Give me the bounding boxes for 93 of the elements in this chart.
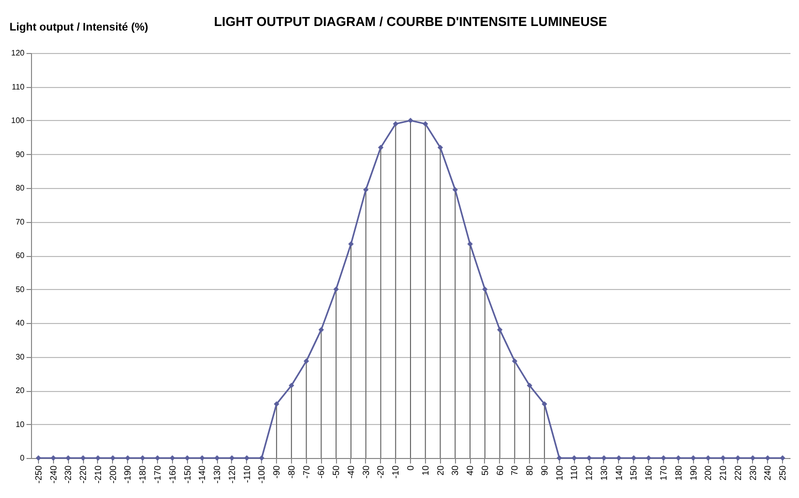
x-tick-label: 120 bbox=[584, 466, 594, 481]
x-tick-label: -150 bbox=[182, 466, 192, 484]
point bbox=[392, 121, 398, 127]
y-tick-label: 50 bbox=[16, 284, 26, 294]
x-tick-label: -130 bbox=[212, 466, 222, 484]
x-tick-label: -50 bbox=[331, 466, 342, 479]
point bbox=[154, 455, 160, 461]
point bbox=[408, 118, 414, 124]
x-tick-label: 250 bbox=[778, 466, 788, 481]
x-tick-label: 150 bbox=[628, 466, 639, 481]
x-tick-label: -180 bbox=[138, 466, 148, 484]
y-tick-label: 10 bbox=[16, 420, 26, 429]
point bbox=[422, 121, 428, 127]
x-tick-label: -210 bbox=[92, 466, 103, 484]
x-tick-label: 60 bbox=[494, 466, 505, 476]
x-tick-label: 80 bbox=[524, 466, 535, 476]
x-tick-label: 100 bbox=[554, 466, 564, 481]
point bbox=[542, 401, 548, 407]
x-tick-label: -190 bbox=[122, 466, 133, 484]
point bbox=[348, 241, 354, 247]
point bbox=[274, 401, 280, 407]
x-tick-label: -30 bbox=[360, 466, 371, 479]
x-tick-label: -90 bbox=[272, 466, 282, 479]
x-tick-label: -40 bbox=[346, 466, 356, 479]
point bbox=[318, 327, 324, 332]
point bbox=[378, 144, 384, 150]
x-tick-label: 230 bbox=[748, 466, 758, 481]
x-tick-label: 220 bbox=[732, 466, 743, 481]
x-tick-label: -70 bbox=[301, 466, 312, 479]
x-tick-label: 40 bbox=[465, 466, 476, 476]
x-tick-label: 140 bbox=[614, 466, 624, 481]
point bbox=[720, 455, 726, 461]
x-tick-label: 20 bbox=[435, 466, 446, 476]
x-tick-label: 30 bbox=[450, 466, 460, 476]
x-tick-label: 10 bbox=[420, 466, 430, 476]
y-tick-label: 70 bbox=[16, 217, 26, 226]
point bbox=[304, 358, 310, 364]
x-tick-label: 130 bbox=[598, 466, 609, 481]
x-tick-label: 160 bbox=[644, 466, 654, 481]
point bbox=[467, 241, 473, 247]
x-tick-label: 190 bbox=[688, 466, 698, 481]
x-tick-label: 180 bbox=[673, 466, 684, 481]
x-tick-label: -20 bbox=[376, 466, 386, 479]
y-tick-label: 60 bbox=[16, 251, 26, 260]
point bbox=[438, 144, 444, 150]
point bbox=[601, 455, 607, 461]
y-tick-label: 120 bbox=[11, 48, 26, 58]
x-tick-label: -60 bbox=[316, 466, 326, 479]
point bbox=[780, 455, 786, 461]
point bbox=[526, 382, 532, 388]
x-tick-label: -200 bbox=[108, 466, 118, 484]
point bbox=[497, 327, 503, 332]
x-tick-label: -120 bbox=[226, 466, 237, 484]
chart-title: LIGHT OUTPUT DIAGRAM / COURBE D'INTENSITE LUMINEUSE bbox=[214, 14, 608, 29]
x-tick-label: 240 bbox=[762, 466, 773, 481]
x-tick-label: -250 bbox=[33, 466, 44, 484]
point bbox=[452, 186, 458, 192]
x-tick-label: -100 bbox=[256, 466, 267, 484]
x-tick-label: 0 bbox=[406, 466, 416, 471]
point bbox=[660, 455, 666, 461]
x-tick-label: -80 bbox=[286, 466, 296, 479]
y-tick-label: 110 bbox=[12, 82, 26, 92]
y-tick-label: 100 bbox=[11, 116, 26, 125]
point bbox=[288, 382, 294, 388]
point bbox=[482, 286, 488, 292]
x-tick-label: 110 bbox=[569, 466, 580, 480]
point bbox=[95, 455, 101, 461]
x-tick-label: -10 bbox=[390, 466, 401, 479]
x-tick-label: 90 bbox=[539, 466, 550, 476]
x-tick-label: 50 bbox=[480, 466, 490, 476]
x-tick-label: 210 bbox=[718, 466, 728, 481]
x-tick-label: 170 bbox=[658, 466, 668, 481]
point bbox=[363, 186, 369, 192]
y-axis-title: Light output / Intensité (%) bbox=[10, 22, 149, 34]
y-tick-label: 30 bbox=[16, 352, 26, 362]
point bbox=[333, 286, 339, 292]
x-tick-label: -220 bbox=[78, 466, 88, 484]
point bbox=[214, 455, 220, 461]
x-tick-label: -230 bbox=[63, 466, 74, 484]
x-tick-label: -110 bbox=[242, 466, 252, 483]
point bbox=[36, 455, 42, 461]
y-tick-label: 40 bbox=[16, 318, 26, 328]
point bbox=[512, 358, 518, 364]
y-tick-label: 80 bbox=[16, 184, 26, 192]
x-tick-label: -160 bbox=[167, 466, 178, 484]
x-tick-label: -140 bbox=[197, 466, 208, 484]
x-tick-label: -170 bbox=[152, 466, 162, 484]
y-tick-label: 20 bbox=[16, 386, 26, 395]
x-tick-label: -240 bbox=[48, 466, 58, 484]
y-tick-label: 90 bbox=[16, 150, 26, 159]
x-tick-label: 70 bbox=[510, 466, 520, 476]
x-tick-label: 200 bbox=[703, 466, 714, 481]
y-tick-label: 0 bbox=[20, 454, 26, 462]
